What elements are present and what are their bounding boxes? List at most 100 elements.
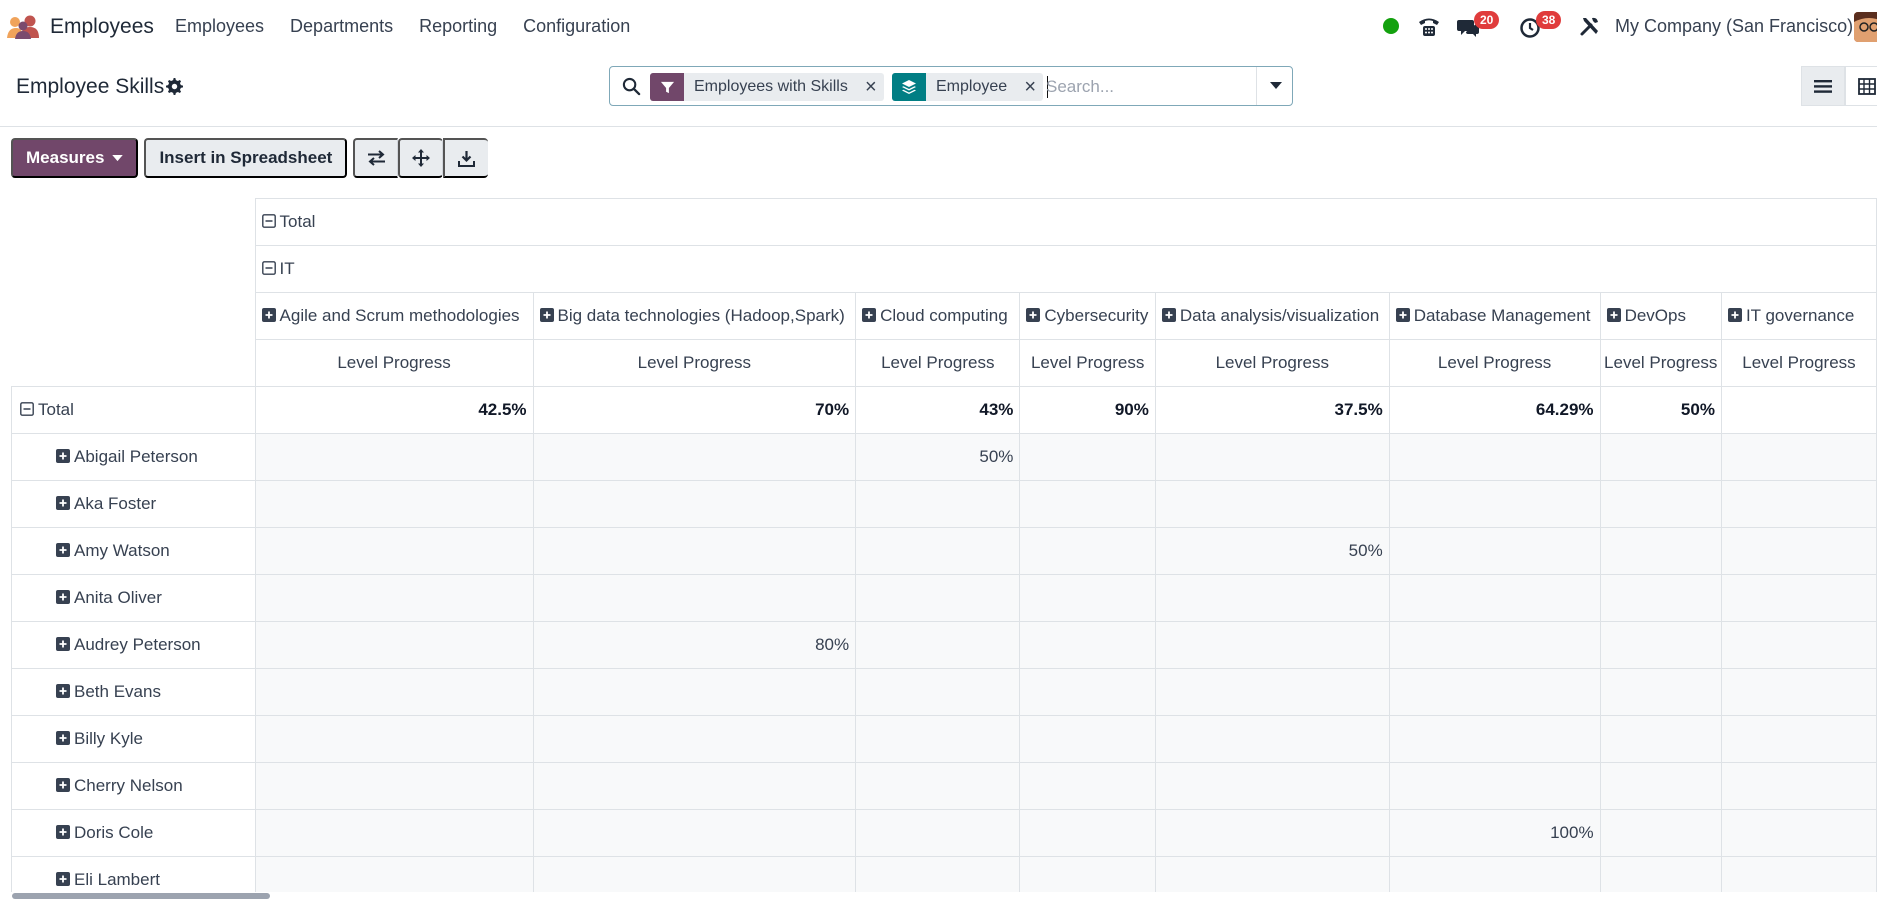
value-cell[interactable]	[254, 856, 534, 892]
row-header-employee[interactable]: Eli Lambert	[11, 856, 256, 892]
value-cell[interactable]	[254, 480, 534, 528]
value-cell[interactable]	[532, 433, 857, 481]
gear-icon[interactable]	[166, 78, 183, 95]
value-cell[interactable]	[855, 480, 1021, 528]
value-cell[interactable]	[1154, 621, 1390, 669]
app-name[interactable]: Employees	[50, 15, 154, 38]
value-cell[interactable]	[532, 715, 857, 763]
presence-status-icon[interactable]	[1383, 18, 1399, 34]
col-header-total[interactable]: Total	[254, 198, 1877, 246]
row-header-employee[interactable]: Aka Foster	[11, 480, 256, 528]
value-cell[interactable]	[1720, 668, 1877, 716]
facet-filter-remove-icon[interactable]: ×	[864, 75, 877, 98]
search-options-toggle[interactable]	[1256, 67, 1294, 105]
total-cell[interactable]	[1720, 386, 1877, 434]
user-avatar[interactable]	[1854, 12, 1877, 42]
value-cell[interactable]	[254, 762, 534, 810]
value-cell[interactable]	[1599, 480, 1722, 528]
phone-icon[interactable]	[1417, 16, 1441, 38]
value-cell[interactable]	[254, 809, 534, 857]
value-cell[interactable]	[855, 668, 1021, 716]
value-cell[interactable]	[532, 809, 857, 857]
value-cell[interactable]	[254, 668, 534, 716]
col-header-skill[interactable]: Database Management	[1388, 292, 1601, 340]
row-header-employee[interactable]: Billy Kyle	[11, 715, 256, 763]
value-cell[interactable]	[532, 527, 857, 575]
download-button[interactable]	[443, 138, 489, 178]
col-header-skill[interactable]: Cybersecurity	[1019, 292, 1156, 340]
value-cell[interactable]	[1388, 433, 1601, 481]
measure-header[interactable]: Level Progress	[254, 339, 534, 387]
value-cell[interactable]	[1019, 809, 1156, 857]
row-header-employee[interactable]: Abigail Peterson	[11, 433, 256, 481]
menu-departments[interactable]: Departments	[290, 16, 394, 36]
value-cell[interactable]	[1599, 809, 1722, 857]
value-cell[interactable]	[1019, 715, 1156, 763]
measures-button[interactable]: Measures	[11, 138, 139, 178]
col-header-skill[interactable]: Data analysis/visualization	[1154, 292, 1390, 340]
value-cell[interactable]	[1599, 574, 1722, 622]
employees-app-icon[interactable]	[6, 14, 40, 40]
value-cell[interactable]	[1154, 574, 1390, 622]
measure-header[interactable]: Level Progress	[855, 339, 1021, 387]
value-cell[interactable]	[1720, 715, 1877, 763]
value-cell[interactable]	[855, 574, 1021, 622]
messages-icon[interactable]	[1456, 17, 1480, 39]
value-cell[interactable]	[1388, 480, 1601, 528]
list-view-button[interactable]	[1801, 66, 1845, 106]
measure-header[interactable]: Level Progress	[1019, 339, 1156, 387]
debug-tools-icon[interactable]	[1579, 15, 1601, 37]
menu-employees[interactable]: Employees	[175, 16, 265, 36]
total-cell[interactable]: 90%	[1019, 386, 1156, 434]
col-header-skill[interactable]: DevOps	[1599, 292, 1722, 340]
total-cell[interactable]: 37.5%	[1154, 386, 1390, 434]
value-cell[interactable]	[1019, 433, 1156, 481]
value-cell[interactable]	[1599, 621, 1722, 669]
value-cell[interactable]	[1019, 762, 1156, 810]
value-cell[interactable]	[532, 762, 857, 810]
row-header-employee[interactable]: Audrey Peterson	[11, 621, 256, 669]
pivot-view-button[interactable]	[1845, 66, 1877, 106]
value-cell[interactable]	[1720, 527, 1877, 575]
value-cell[interactable]	[855, 715, 1021, 763]
value-cell[interactable]: 50%	[855, 433, 1021, 481]
value-cell[interactable]	[1154, 762, 1390, 810]
row-header-employee[interactable]: Doris Cole	[11, 809, 256, 857]
value-cell[interactable]	[1154, 715, 1390, 763]
search-icon[interactable]	[622, 77, 641, 96]
flip-axis-button[interactable]	[353, 138, 399, 178]
value-cell[interactable]	[855, 762, 1021, 810]
value-cell[interactable]	[532, 856, 857, 892]
value-cell[interactable]	[1388, 574, 1601, 622]
total-cell[interactable]: 64.29%	[1388, 386, 1601, 434]
value-cell[interactable]	[1019, 574, 1156, 622]
col-header-skill[interactable]: Agile and Scrum methodologies	[254, 292, 534, 340]
value-cell[interactable]	[1388, 856, 1601, 892]
value-cell[interactable]	[532, 574, 857, 622]
value-cell[interactable]	[1720, 856, 1877, 892]
value-cell[interactable]	[1599, 762, 1722, 810]
total-cell[interactable]: 42.5%	[254, 386, 534, 434]
col-header-skill[interactable]: Big data technologies (Hadoop,Spark)	[532, 292, 857, 340]
value-cell[interactable]	[1388, 527, 1601, 575]
search-input[interactable]	[1046, 74, 1256, 100]
value-cell[interactable]	[1019, 480, 1156, 528]
value-cell[interactable]	[254, 574, 534, 622]
col-header-skill[interactable]: Cloud computing	[855, 292, 1021, 340]
value-cell[interactable]	[1599, 433, 1722, 481]
value-cell[interactable]	[1154, 809, 1390, 857]
value-cell[interactable]	[1599, 856, 1722, 892]
activities-clock-icon[interactable]	[1519, 17, 1541, 39]
col-header-skill[interactable]: IT governance	[1720, 292, 1877, 340]
value-cell[interactable]	[1599, 527, 1722, 575]
menu-configuration[interactable]: Configuration	[523, 16, 631, 36]
value-cell[interactable]	[254, 715, 534, 763]
horizontal-scrollbar[interactable]	[12, 893, 270, 899]
value-cell[interactable]	[1154, 856, 1390, 892]
value-cell[interactable]	[1720, 574, 1877, 622]
row-header-total[interactable]: Total	[11, 386, 256, 434]
value-cell[interactable]	[855, 856, 1021, 892]
value-cell[interactable]	[1599, 715, 1722, 763]
expand-all-button[interactable]	[398, 138, 444, 178]
row-header-employee[interactable]: Anita Oliver	[11, 574, 256, 622]
